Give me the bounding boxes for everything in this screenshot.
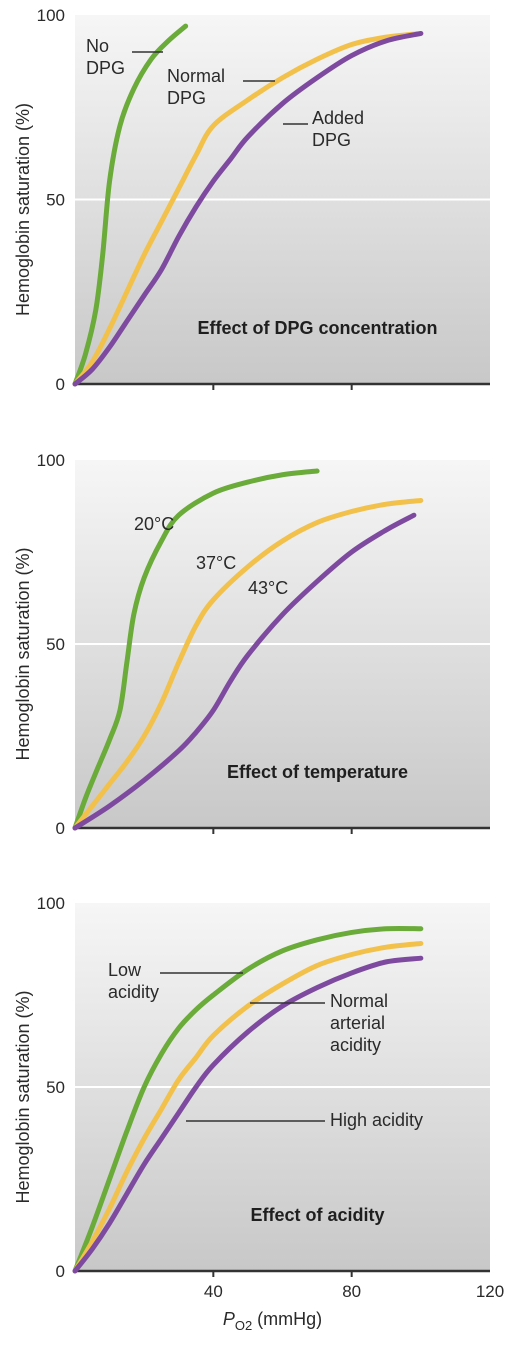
series-label: acidity	[108, 982, 159, 1002]
y-tick-label: 100	[37, 894, 65, 913]
y-tick-label: 50	[46, 635, 65, 654]
curve-added-dpg	[72, 30, 424, 387]
y-axis-title: Hemoglobin saturation (%)	[13, 547, 33, 760]
curve-low-acidity	[72, 925, 424, 1274]
series-label: 20°C	[134, 514, 174, 534]
curve-high-acidity	[72, 955, 424, 1274]
x-tick-label: 80	[342, 1282, 361, 1301]
curve-normal-dpg	[72, 30, 424, 387]
curve-no-dpg	[72, 23, 189, 387]
y-tick-label: 50	[46, 1078, 65, 1097]
panel-2: 0 50 100 Hemoglobin saturation (%) 20°C 37°C 4…	[13, 451, 490, 838]
panel-title: Effect of temperature	[227, 762, 408, 782]
series-label: arterial	[330, 1013, 385, 1033]
y-tick-label: 0	[56, 375, 65, 394]
series-label: acidity	[330, 1035, 381, 1055]
series-label: DPG	[312, 130, 351, 150]
series-label: Added	[312, 108, 364, 128]
x-tick-label: 120	[476, 1282, 504, 1301]
series-label: Normal	[330, 991, 388, 1011]
series-label: DPG	[167, 88, 206, 108]
panel-title: Effect of acidity	[250, 1205, 384, 1225]
y-tick-label: 100	[37, 6, 65, 25]
panel-title: Effect of DPG concentration	[197, 318, 437, 338]
series-label: 43°C	[248, 578, 288, 598]
y-tick-label: 100	[37, 451, 65, 470]
y-tick-label: 0	[56, 819, 65, 838]
y-tick-label: 0	[56, 1262, 65, 1281]
panel-3: 0 50 100 40 80 120 Hemoglobin saturation (%) Lo…	[13, 894, 504, 1333]
series-label: Normal	[167, 66, 225, 86]
curve-20-c	[72, 468, 320, 831]
series-label: 37°C	[196, 553, 236, 573]
curve-43-c	[72, 512, 417, 831]
y-tick-label: 50	[46, 191, 65, 210]
x-tick-label: 40	[204, 1282, 223, 1301]
y-axis-title: Hemoglobin saturation (%)	[13, 990, 33, 1203]
y-axis-title: Hemoglobin saturation (%)	[13, 103, 33, 316]
curve-37-c	[72, 497, 424, 831]
series-label: No	[86, 36, 109, 56]
series-label: High acidity	[330, 1110, 423, 1130]
curve-normal-arterial-acidity	[72, 940, 424, 1274]
x-axis-title: PO2 (mmHg)	[223, 1309, 322, 1333]
series-label: Low	[108, 960, 142, 980]
series-label: DPG	[86, 58, 125, 78]
